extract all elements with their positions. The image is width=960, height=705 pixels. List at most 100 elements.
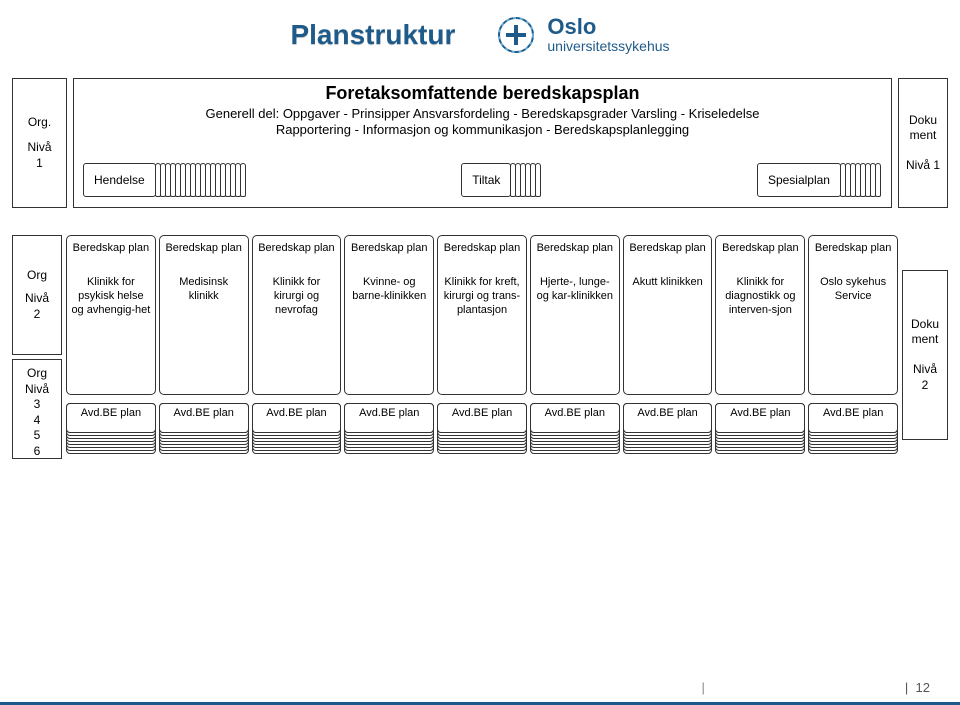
level2-left-col: Org Nivå 2 Org Nivå 3 4 5 6 bbox=[12, 235, 62, 460]
text: Org bbox=[27, 366, 47, 382]
text: 2 bbox=[34, 307, 41, 323]
logo: Oslo universitetssykehus bbox=[495, 14, 669, 56]
logo-text: Oslo universitetssykehus bbox=[547, 15, 669, 55]
clinic-col: Beredskap plan Kvinne- og barne-klinikken… bbox=[344, 235, 434, 459]
avd-stack: Avd.BE plan bbox=[623, 403, 713, 459]
avd-label: Avd.BE plan bbox=[159, 403, 249, 433]
avd-stack: Avd.BE plan bbox=[808, 403, 898, 459]
level1-stacks: Hendelse Tiltak Spesialplan bbox=[84, 137, 881, 203]
level1-right-box: Doku ment Nivå 1 bbox=[898, 78, 948, 208]
level1-row: Org. Nivå 1 Foretaksomfattende beredskap… bbox=[12, 78, 948, 208]
level2-left-top: Org Nivå 2 bbox=[12, 235, 62, 355]
clinic-name: Kvinne- og barne-klinikken bbox=[349, 276, 429, 388]
clinic-box: Beredskap plan Klinikk for psykisk helse … bbox=[66, 235, 156, 395]
clinic-name: Klinikk for psykisk helse og avhengig-he… bbox=[71, 276, 151, 388]
level2-left-bottom: Org Nivå 3 4 5 6 bbox=[12, 359, 62, 459]
clinic-col: Beredskap plan Hjerte-, lunge- og kar-kli… bbox=[530, 235, 620, 459]
logo-line1: Oslo bbox=[547, 15, 669, 39]
avd-label: Avd.BE plan bbox=[623, 403, 713, 433]
clinic-box: Beredskap planAkutt klinikken bbox=[623, 235, 713, 395]
avd-stack: Avd.BE plan bbox=[437, 403, 527, 459]
avd-stack: Avd.BE plan bbox=[66, 403, 156, 459]
stack-label: Tiltak bbox=[461, 163, 511, 197]
stack-spesialplan: Spesialplan bbox=[758, 159, 881, 197]
clinic-name: Klinikk for diagnostikk og interven-sjon bbox=[720, 276, 800, 388]
stack-tiltak: Tiltak bbox=[462, 159, 541, 197]
avd-label: Avd.BE plan bbox=[530, 403, 620, 433]
clinic-box: Beredskap planKlinikk for kirurgi og nev… bbox=[252, 235, 342, 395]
clinic-top-label: Beredskap plan bbox=[442, 242, 522, 270]
clinic-box: Beredskap planKlinikk for diagnostikk og… bbox=[715, 235, 805, 395]
clinic-name: Oslo sykehus Service bbox=[813, 276, 893, 388]
clinic-box: Beredskap plan Medisinsk klinikk bbox=[159, 235, 249, 395]
stack-sheet bbox=[875, 163, 881, 197]
clinic-box: Beredskap plan Kvinne- og barne-klinikken bbox=[344, 235, 434, 395]
clinic-name: Hjerte-, lunge- og kar-klinikken bbox=[535, 276, 615, 388]
avd-stack: Avd.BE plan bbox=[159, 403, 249, 459]
clinic-col: Beredskap plan Klinikk for kreft, kirurgi… bbox=[437, 235, 527, 459]
text: Nivå 1 bbox=[906, 158, 940, 174]
clinic-top-label: Beredskap plan bbox=[349, 242, 429, 270]
text: Doku bbox=[911, 317, 939, 333]
avd-stack: Avd.BE plan bbox=[344, 403, 434, 459]
level1-center-sub2: Rapportering - Informasjon og kommunikas… bbox=[84, 122, 881, 137]
text: 6 bbox=[34, 444, 41, 460]
clinic-col: Beredskap plan Klinikk for psykisk helse … bbox=[66, 235, 156, 459]
clinic-box: Beredskap plan Klinikk for kreft, kirurgi… bbox=[437, 235, 527, 395]
clinic-box: Beredskap plan Hjerte-, lunge- og kar-kli… bbox=[530, 235, 620, 395]
stack-sheet bbox=[535, 163, 541, 197]
footer-sep2: | bbox=[905, 680, 916, 695]
text: Doku bbox=[909, 113, 937, 129]
clinic-top-label: Beredskap plan bbox=[257, 242, 337, 270]
stack-sheet bbox=[240, 163, 246, 197]
stack-label: Hendelse bbox=[83, 163, 156, 197]
title-row: Planstruktur Oslo universitetssykehus bbox=[0, 0, 960, 56]
text: 4 bbox=[34, 413, 41, 429]
text: Nivå bbox=[913, 362, 937, 378]
avd-label: Avd.BE plan bbox=[66, 403, 156, 433]
text: ment bbox=[912, 332, 939, 348]
logo-icon bbox=[495, 14, 537, 56]
clinic-box: Beredskap plan Oslo sykehus Service bbox=[808, 235, 898, 395]
level2-row: Org Nivå 2 Org Nivå 3 4 5 6 Beredskap pl… bbox=[12, 235, 948, 460]
clinic-name: Klinikk for kreft, kirurgi og trans-plan… bbox=[442, 276, 522, 388]
page-number: 12 bbox=[916, 680, 930, 695]
level2-right-box: Doku ment Nivå 2 bbox=[902, 270, 948, 440]
clinic-col: Beredskap planKlinikk for kirurgi og nev… bbox=[252, 235, 342, 459]
logo-line2: universitetssykehus bbox=[547, 39, 669, 54]
clinic-name: Medisinsk klinikk bbox=[164, 276, 244, 388]
text: 5 bbox=[34, 428, 41, 444]
avd-label: Avd.BE plan bbox=[437, 403, 527, 433]
avd-stack: Avd.BE plan bbox=[252, 403, 342, 459]
text: ment bbox=[910, 128, 937, 144]
avd-stack: Avd.BE plan bbox=[715, 403, 805, 459]
clinic-col: Beredskap planKlinikk for diagnostikk og… bbox=[715, 235, 805, 459]
clinic-col: Beredskap plan Oslo sykehus Service Avd.BE… bbox=[808, 235, 898, 459]
footer-sep: | bbox=[702, 680, 705, 695]
level1-center-box: Foretaksomfattende beredskapsplan Genere… bbox=[73, 78, 892, 208]
avd-stack: Avd.BE plan bbox=[530, 403, 620, 459]
text: 2 bbox=[922, 378, 929, 394]
clinic-top-label: Beredskap plan bbox=[71, 242, 151, 270]
text: 3 bbox=[34, 397, 41, 413]
text: Nivå bbox=[25, 382, 49, 398]
level1-left-box: Org. Nivå 1 bbox=[12, 78, 67, 208]
avd-label: Avd.BE plan bbox=[252, 403, 342, 433]
clinic-col: Beredskap planAkutt klinikken Avd.BE plan bbox=[623, 235, 713, 459]
clinic-name: Akutt klinikken bbox=[628, 276, 708, 388]
text: Org bbox=[27, 268, 47, 284]
slide: Planstruktur Oslo universitetssykehus Or… bbox=[0, 0, 960, 705]
clinic-columns: Beredskap plan Klinikk for psykisk helse … bbox=[66, 235, 898, 460]
clinic-top-label: Beredskap plan bbox=[535, 242, 615, 270]
clinic-top-label: Beredskap plan bbox=[164, 242, 244, 270]
text: Org. bbox=[28, 115, 51, 131]
clinic-col: Beredskap plan Medisinsk klinikk Avd.BE pl… bbox=[159, 235, 249, 459]
text: Nivå bbox=[27, 140, 51, 156]
text: Nivå bbox=[25, 291, 49, 307]
avd-label: Avd.BE plan bbox=[715, 403, 805, 433]
stack-hendelse: Hendelse bbox=[84, 159, 246, 197]
clinic-top-label: Beredskap plan bbox=[813, 242, 893, 270]
text: 1 bbox=[36, 156, 43, 172]
level1-center-sub1: Generell del: Oppgaver - Prinsipper Ansv… bbox=[84, 106, 881, 121]
stack-label: Spesialplan bbox=[757, 163, 841, 197]
